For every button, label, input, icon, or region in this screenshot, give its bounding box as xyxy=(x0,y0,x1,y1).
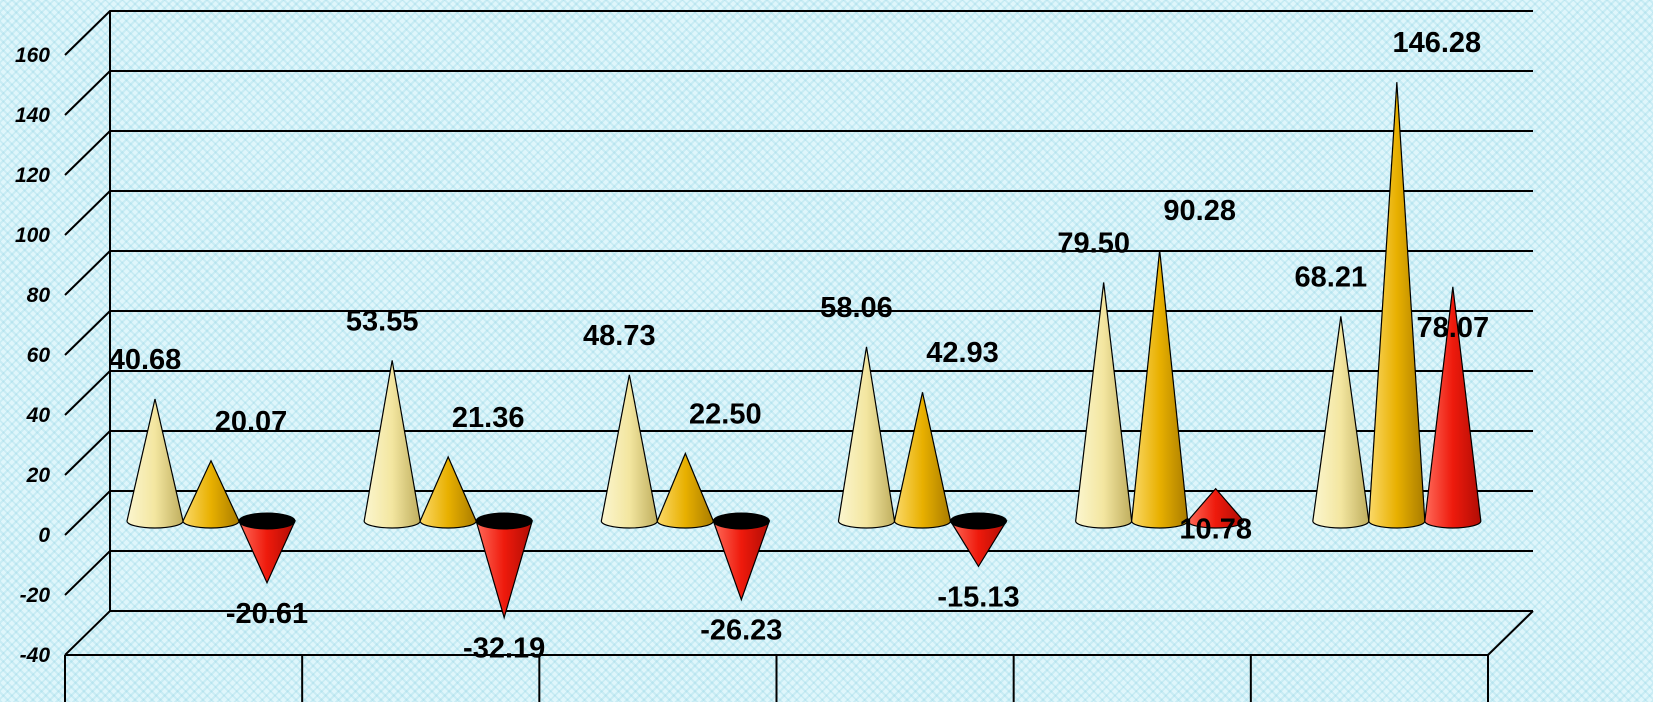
cone-mark xyxy=(1075,282,1133,529)
cone-body xyxy=(363,360,421,529)
data-label: 68.21 xyxy=(1295,261,1368,293)
data-labels: 40.68 53.55 48.73 58.06 79.50 68.21 20.07 21.36… xyxy=(109,27,1489,664)
cone-body xyxy=(1075,282,1133,529)
data-label: 21.36 xyxy=(452,402,525,434)
cone-mark xyxy=(363,360,421,529)
data-label: -32.19 xyxy=(463,633,545,665)
cone-mark xyxy=(949,512,1008,568)
cone-body xyxy=(656,451,714,529)
data-label: 78.07 xyxy=(1417,312,1490,344)
gridline xyxy=(64,130,1533,176)
y-tick-label: 160 xyxy=(15,44,50,67)
data-label: 79.50 xyxy=(1057,228,1130,260)
cone-cap xyxy=(712,512,770,530)
data-label: -15.13 xyxy=(937,581,1019,613)
cone-mark xyxy=(1312,316,1370,529)
cone-mark xyxy=(1187,487,1245,529)
data-label: 146.28 xyxy=(1392,27,1481,59)
cone-cap xyxy=(950,512,1007,530)
cone-body xyxy=(419,455,477,529)
y-tick-label: 0 xyxy=(38,524,50,547)
cone-body xyxy=(182,459,240,529)
gridline xyxy=(64,310,1533,356)
gridline xyxy=(64,550,1533,596)
cone-body xyxy=(475,520,533,620)
data-label: 20.07 xyxy=(215,406,288,438)
data-label: 58.06 xyxy=(820,292,893,324)
cone-body xyxy=(600,374,658,529)
y-tick-label: 120 xyxy=(15,164,50,187)
data-label: -26.23 xyxy=(700,615,782,647)
cone-body xyxy=(1187,487,1245,529)
cone-body xyxy=(893,392,952,529)
data-label: 40.68 xyxy=(109,344,182,376)
cone-marks xyxy=(126,82,1482,620)
cone-mark xyxy=(475,512,533,620)
cone-mark xyxy=(600,374,658,529)
cone-mark xyxy=(182,459,240,529)
data-label: 10.78 xyxy=(1179,514,1252,546)
cone-mark xyxy=(1131,250,1189,529)
y-tick-label: 80 xyxy=(27,284,51,307)
cone-mark xyxy=(419,455,477,529)
gridline xyxy=(64,70,1533,116)
y-tick-label: -40 xyxy=(20,644,51,667)
data-label: 53.55 xyxy=(346,305,419,337)
y-axis-ticks: 160 140 120 100 80 60 40 20 0 -20 -40 xyxy=(15,44,50,667)
cone-mark xyxy=(893,392,952,529)
cone-body xyxy=(1312,316,1370,529)
y-tick-label: 40 xyxy=(26,404,51,427)
cone-body xyxy=(1131,250,1189,529)
data-label: -20.61 xyxy=(226,598,308,630)
cone-body xyxy=(126,398,184,529)
y-tick-label: 60 xyxy=(27,344,51,367)
cone-body xyxy=(837,346,896,529)
data-label: 42.93 xyxy=(926,337,999,369)
cone-mark xyxy=(1424,286,1482,529)
cone-cap xyxy=(475,512,533,530)
y-tick-label: -20 xyxy=(20,584,51,607)
cone-cap xyxy=(238,512,296,530)
cone-mark xyxy=(1368,82,1426,529)
cone-mark xyxy=(126,398,184,529)
cone-body xyxy=(1368,82,1426,529)
cone-mark xyxy=(238,512,296,585)
data-label: 90.28 xyxy=(1163,195,1236,227)
gridline xyxy=(64,10,1533,56)
y-tick-label: 140 xyxy=(15,104,50,127)
data-label: 22.50 xyxy=(689,399,762,431)
cone-mark xyxy=(656,451,714,529)
y-tick-label: 20 xyxy=(26,464,51,487)
cone-body xyxy=(712,520,771,602)
cone-body xyxy=(1424,286,1482,529)
data-label: 48.73 xyxy=(583,320,656,352)
gridline xyxy=(64,190,1533,236)
cone-mark xyxy=(837,346,896,529)
y-tick-label: 100 xyxy=(15,224,50,247)
gridlines xyxy=(64,10,1534,702)
cone-mark xyxy=(712,512,771,602)
